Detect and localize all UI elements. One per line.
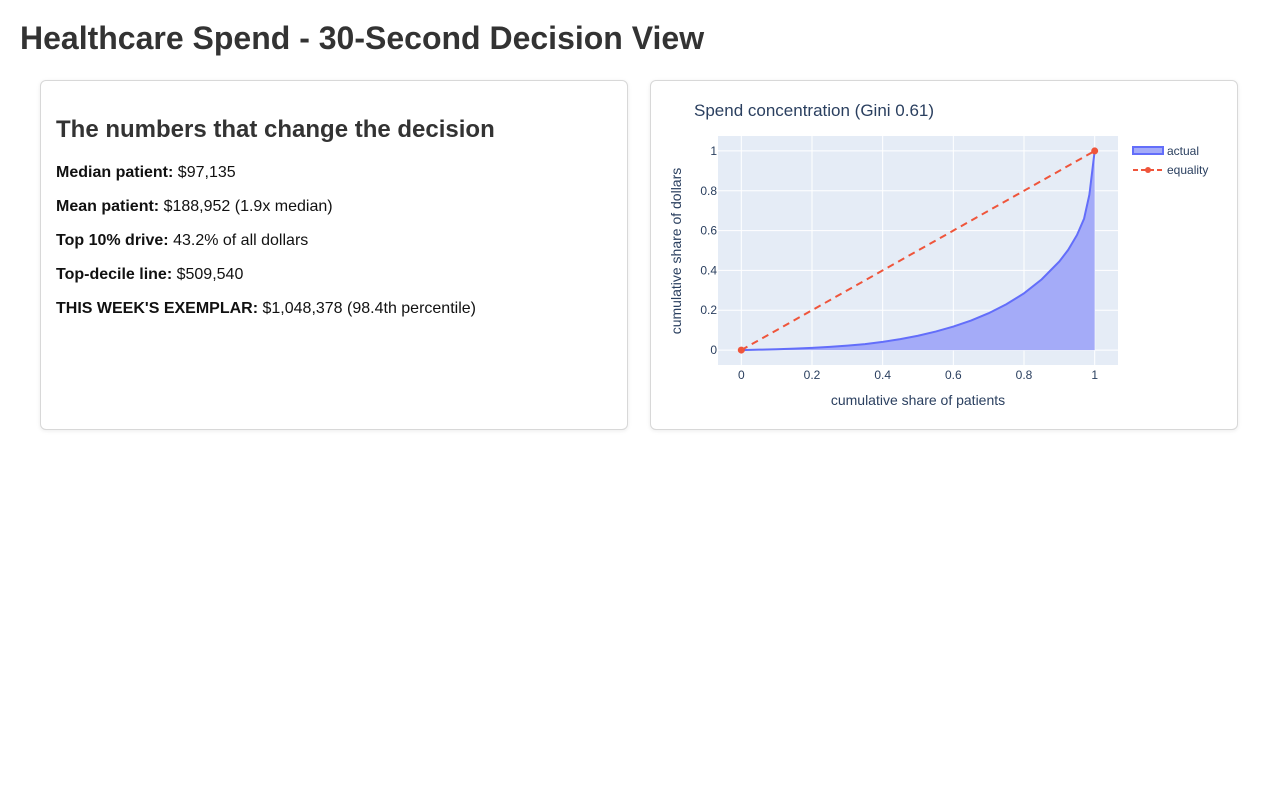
legend-item-actual[interactable]: actual [1132, 144, 1199, 158]
x-tick-label: 0.4 [874, 368, 891, 382]
metric-median: Median patient: $97,135 [56, 163, 236, 183]
x-tick-label: 0.2 [804, 368, 821, 382]
tick-labels: 0 0.2 0.4 0.6 0.8 1 0 0.2 0.4 0.6 0.8 1 [700, 144, 1098, 382]
y-tick-label: 0 [710, 343, 717, 357]
legend-item-equality[interactable]: equality [1133, 163, 1208, 177]
actual-series-line [741, 150, 1096, 352]
metric-mean-label: Mean patient: [56, 198, 160, 215]
metric-mean-value: $188,952 (1.9x median) [163, 198, 333, 215]
metric-median-value: $97,135 [177, 164, 236, 181]
metric-top10-label: Top 10% drive: [56, 232, 169, 249]
x-axis-label: cumulative share of patients [831, 392, 1005, 408]
equality-series-line [740, 150, 1096, 351]
metric-top10: Top 10% drive: 43.2% of all dollars [56, 231, 308, 251]
metric-median-label: Median patient: [56, 164, 174, 181]
page-title: Healthcare Spend - 30-Second Decision Vi… [20, 20, 705, 56]
chart-title: Spend concentration (Gini 0.61) [694, 101, 934, 120]
x-tick-label: 0 [738, 368, 745, 382]
legend: actual equality [1132, 144, 1208, 177]
legend-swatch-actual [1132, 146, 1164, 155]
y-tick-label: 1 [710, 144, 717, 158]
legend-label-actual: actual [1167, 144, 1199, 158]
legend-label-equality: equality [1167, 163, 1208, 177]
lorenz-chart[interactable]: Spend concentration (Gini 0.61) 0 0.2 0.4 0… [651, 81, 1237, 429]
x-tick-label: 1 [1091, 368, 1098, 382]
series-layer [737, 147, 1099, 354]
chart-card: Spend concentration (Gini 0.61) 0 0.2 0.4 0… [650, 80, 1238, 430]
metrics-card: The numbers that change the decision Med… [40, 80, 628, 430]
metric-top-decile: Top-decile line: $509,540 [56, 265, 243, 285]
metric-exemplar-value: $1,048,378 (98.4th percentile) [262, 300, 476, 317]
y-tick-label: 0.4 [700, 263, 717, 277]
equality-point [1091, 147, 1099, 155]
x-tick-label: 0.8 [1016, 368, 1033, 382]
metric-exemplar: THIS WEEK'S EXEMPLAR: $1,048,378 (98.4th… [56, 299, 476, 319]
metric-exemplar-label: THIS WEEK'S EXEMPLAR: [56, 300, 259, 317]
y-tick-label: 0.2 [700, 303, 717, 317]
y-axis-label: cumulative share of dollars [668, 168, 684, 335]
metrics-heading: The numbers that change the decision [56, 116, 495, 143]
metric-top10-value: 43.2% of all dollars [173, 232, 309, 249]
x-tick-label: 0.6 [945, 368, 962, 382]
y-tick-label: 0.8 [700, 184, 717, 198]
metric-top-decile-value: $509,540 [176, 266, 244, 283]
y-tick-label: 0.6 [700, 224, 717, 238]
actual-area-fill [741, 150, 1095, 351]
legend-marker-equality [1145, 167, 1151, 173]
metric-mean: Mean patient: $188,952 (1.9x median) [56, 197, 333, 217]
equality-point [737, 346, 745, 354]
metric-top-decile-label: Top-decile line: [56, 266, 173, 283]
